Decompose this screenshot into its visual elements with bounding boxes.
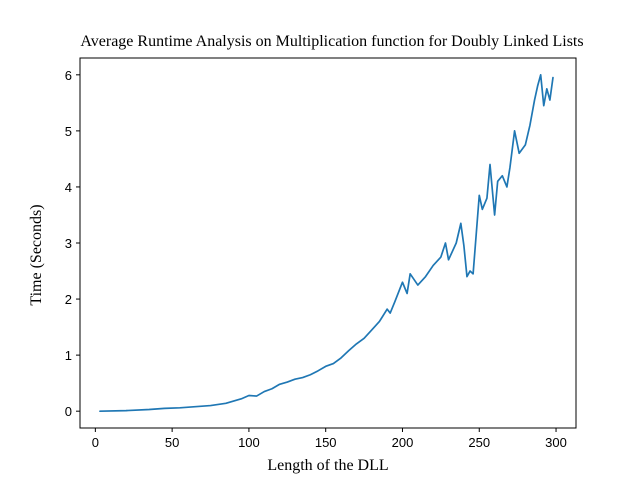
y-tick-label: 1 <box>65 348 72 363</box>
y-tick-label: 4 <box>65 180 72 195</box>
x-tick-label: 0 <box>92 435 99 450</box>
x-axis-label: Length of the DLL <box>267 457 388 474</box>
y-axis-label: Time (Seconds) <box>28 204 45 305</box>
y-tick-label: 3 <box>65 236 72 251</box>
y-tick-label: 2 <box>65 292 72 307</box>
y-tick-label: 5 <box>65 124 72 139</box>
y-axis-ticks: 0 1 2 3 4 5 6 <box>65 68 80 419</box>
chart-title: Average Runtime Analysis on Multiplicati… <box>80 33 583 50</box>
x-tick-label: 50 <box>165 435 179 450</box>
x-tick-label: 200 <box>392 435 414 450</box>
y-tick-label: 6 <box>65 68 72 83</box>
x-tick-label: 300 <box>545 435 567 450</box>
x-axis-ticks: 0 50 100 150 200 250 300 <box>92 428 567 450</box>
y-tick-label: 0 <box>65 404 72 419</box>
plot-area <box>79 57 577 429</box>
x-tick-label: 100 <box>238 435 260 450</box>
x-tick-label: 150 <box>315 435 337 450</box>
plot-frame <box>79 57 577 429</box>
series-line-0 <box>99 73 554 413</box>
x-tick-label: 250 <box>468 435 490 450</box>
